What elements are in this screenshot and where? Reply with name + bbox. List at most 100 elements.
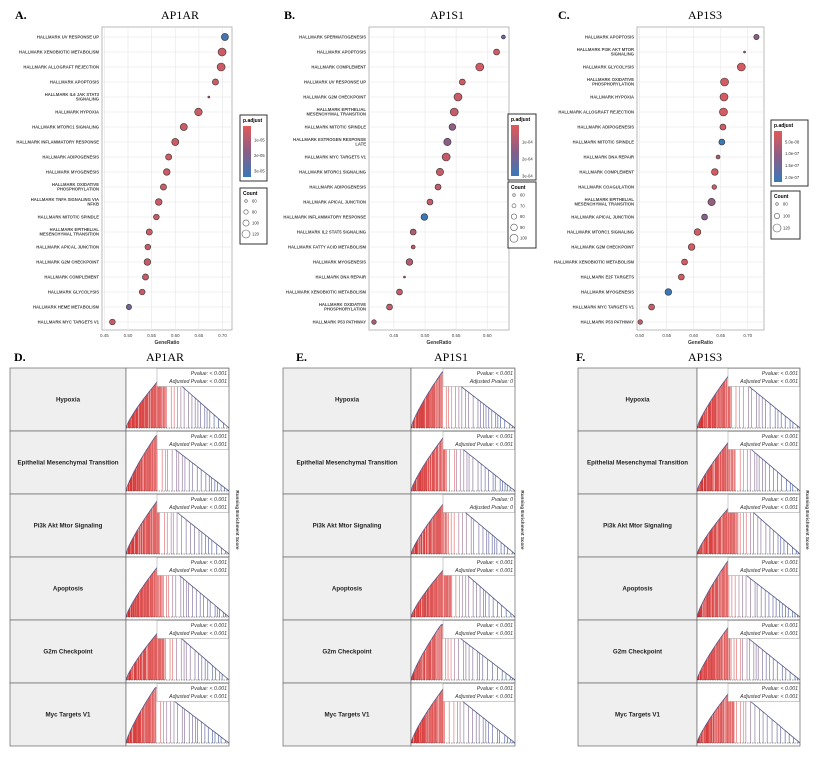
pvalue-text: Pvalue: < 0.001 [477, 371, 513, 377]
color-legend-tick: 3e-05 [254, 168, 265, 173]
gene-set-label: Hypoxia [335, 397, 360, 404]
pvalue-text: Pvalue: < 0.001 [191, 623, 227, 629]
size-legend-label: 70 [520, 203, 525, 208]
color-legend-title: p.adjust [243, 118, 263, 124]
dot-hallmark-epithelial-mesenchymal-transition [707, 198, 716, 206]
adjusted-pvalue-text: Adjusted Pvalue: < 0.001 [168, 694, 227, 700]
adjusted-pvalue-text: Adjusted Pvalue: < 0.001 [168, 505, 227, 511]
size-legend-title: Count [511, 185, 526, 191]
size-legend-label: 120 [783, 226, 791, 231]
term-label-line: HALLMARK XENOBIOTIC METABOLISM [554, 260, 634, 265]
term-label: HALLMARK MITOTIC SPINDLE [38, 215, 100, 220]
dot-hallmark-complement [475, 62, 485, 72]
dot-hallmark-apical-junction [701, 213, 708, 221]
term-label: HALLMARK GLYCOLYSIS [48, 290, 99, 295]
dot-hallmark-adipogenesis [719, 123, 727, 131]
term-label-line: MESENCHYMAL TRANSITION [575, 202, 634, 207]
term-label: HALLMARK TNFA SIGNALING VIA NFKB [31, 197, 99, 207]
size-legend-title: Count [243, 191, 258, 197]
term-label: HALLMARK P53 PATHWAY [581, 320, 635, 325]
size-legend-title: Count [774, 194, 789, 200]
x-tick-label: 0.55 [662, 333, 671, 338]
term-label-line: HALLMARK TNFA SIGNALING VIA [31, 197, 99, 202]
term-label-line: HALLMARK GLYCOLYSIS [48, 290, 99, 295]
term-label: HALLMARK PI3K AKT MTOR SIGNALING [577, 47, 634, 57]
term-label-line: PHOSPHORYLATION [324, 307, 366, 312]
dot-hallmark-myc-targets-v1 [109, 318, 116, 326]
dot-hallmark-mtorc1-signaling [435, 168, 444, 176]
dot-hallmark-mtorc1-signaling [693, 228, 702, 236]
dot-hallmark-coagulation [711, 184, 717, 190]
term-label: HALLMARK INFLAMMATORY RESPONSE [16, 140, 99, 145]
gene-set-label: Hypoxia [625, 397, 650, 404]
size-legend-label: 60 [520, 193, 525, 198]
size-legend-circle [242, 219, 250, 227]
gene-set-label: G2m Checkpoint [322, 649, 371, 656]
term-label-box [577, 682, 698, 747]
plot-area [636, 26, 765, 331]
size-legend-label: 80 [252, 210, 257, 215]
term-label: HALLMARK MTORC1 SIGNALING [299, 170, 366, 175]
term-label: HALLMARK MTORC1 SIGNALING [567, 230, 634, 235]
adjusted-pvalue-text: Adjusted Pvalue: < 0.001 [454, 568, 513, 574]
term-label-line: HALLMARK MYC TARGETS V1 [305, 155, 367, 160]
term-label: HALLMARK UV RESPONSE UP [37, 35, 99, 40]
dot-hallmark-mtorc1-signaling [179, 123, 188, 131]
pvalue-box [156, 494, 229, 513]
term-label-line: HALLMARK MYC TARGETS V1 [573, 305, 635, 310]
term-label-box [9, 430, 127, 495]
dot-hallmark-apoptosis [212, 78, 219, 86]
gene-set-label: Apoptosis [53, 586, 84, 593]
panel-label: B. [284, 8, 295, 22]
term-label-line: HALLMARK P53 PATHWAY [313, 320, 367, 325]
pvalue-box [156, 557, 229, 576]
panel-label: E. [296, 350, 307, 364]
term-label: HALLMARK MYOGENESIS [46, 170, 99, 175]
y-axis-title: Running Enrichment Score [805, 490, 810, 550]
dot-hallmark-allograft-rejection [216, 62, 226, 72]
term-label-line: HALLMARK ESTROGEN RESPONSE [293, 137, 366, 142]
color-legend-tick: 3e-04 [522, 174, 533, 179]
term-label-box [9, 682, 127, 747]
size-legend-label: 100 [252, 221, 260, 226]
term-label-line: HALLMARK APOPTOSIS [585, 35, 634, 40]
term-label-line: HALLMARK INFLAMMATORY RESPONSE [16, 140, 99, 145]
plot-area [368, 26, 510, 331]
term-label-box [9, 556, 127, 621]
term-label: HALLMARK APOPTOSIS [585, 35, 634, 40]
adjusted-pvalue-text: Adjusted Pvalue: < 0.001 [168, 568, 227, 574]
color-legend-tick: 5.0e-08 [785, 139, 800, 144]
term-label-line: HALLMARK COMPLEMENT [579, 170, 634, 175]
x-tick-label: 0.70 [743, 333, 752, 338]
pvalue-text: Pvalue: < 0.001 [477, 560, 513, 566]
color-legend-tick: 1.0e-07 [785, 151, 800, 156]
color-legend-tick: 2e-04 [522, 157, 533, 162]
dot-hallmark-g2m-checkpoint [143, 258, 152, 266]
dot-hallmark-il2-stat5-signaling [409, 228, 417, 236]
term-label: HALLMARK MYC TARGETS V1 [305, 155, 367, 160]
gsea-row: Myc Targets V1 Pvalue: < 0.001 Adjusted Pv… [577, 682, 801, 747]
term-label-line: HALLMARK MYOGENESIS [46, 170, 99, 175]
size-legend-circle [512, 193, 516, 197]
term-label-line: HALLMARK PI3K AKT MTOR [577, 47, 634, 52]
size-legend-circle [509, 233, 519, 243]
x-tick-label: 0.60 [171, 333, 180, 338]
dot-hallmark-apical-junction [426, 198, 434, 206]
panel-label: D. [14, 350, 26, 364]
size-legend-circle [511, 213, 517, 220]
term-label-line: HALLMARK E2F TARGETS [581, 275, 635, 280]
x-tick-label: 0.65 [195, 333, 204, 338]
term-label-box [282, 430, 412, 495]
panel-title: AP1AR [146, 350, 184, 364]
adjusted-pvalue-text: Adjusted Pvalue: < 0.001 [454, 442, 513, 448]
term-label: HALLMARK E2F TARGETS [581, 275, 635, 280]
term-label: HALLMARK GLYCOLYSIS [583, 65, 634, 70]
term-label-line: HALLMARK MTORC1 SIGNALING [32, 125, 99, 130]
term-label-line: HALLMARK MITOTIC SPINDLE [573, 140, 635, 145]
dot-hallmark-oxidative-phosphorylation [386, 303, 393, 311]
color-legend-title: p.adjust [511, 117, 531, 123]
dot-hallmark-apoptosis [753, 34, 760, 40]
term-label-line: HALLMARK ADIPOGENESIS [577, 125, 634, 130]
dot-hallmark-complement [711, 168, 719, 176]
term-label-line: HALLMARK APOPTOSIS [50, 80, 99, 85]
